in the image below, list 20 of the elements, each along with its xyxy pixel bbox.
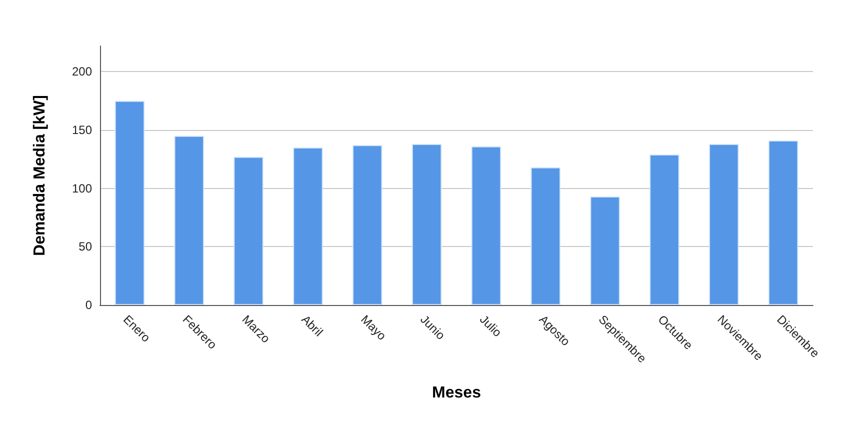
bar	[709, 144, 739, 305]
bar	[768, 140, 798, 305]
x-axis-title: Meses	[432, 384, 482, 402]
y-tick-label: 0	[85, 298, 92, 312]
bar	[590, 196, 620, 305]
y-axis-title: Demanda Media [kW]	[32, 95, 48, 256]
bar	[412, 144, 442, 305]
y-tick-label: 150	[72, 123, 92, 137]
bar	[530, 167, 560, 305]
bar	[174, 136, 204, 305]
bar	[352, 145, 382, 305]
bar	[114, 100, 145, 305]
bar	[471, 146, 502, 305]
bar	[293, 148, 323, 305]
bar	[650, 154, 680, 305]
x-tick-label: Abril	[298, 312, 326, 340]
bar	[234, 156, 264, 305]
y-tick-label: 50	[78, 240, 92, 254]
y-tick-label: 100	[72, 181, 92, 196]
y-tick-label: 200	[72, 64, 92, 79]
